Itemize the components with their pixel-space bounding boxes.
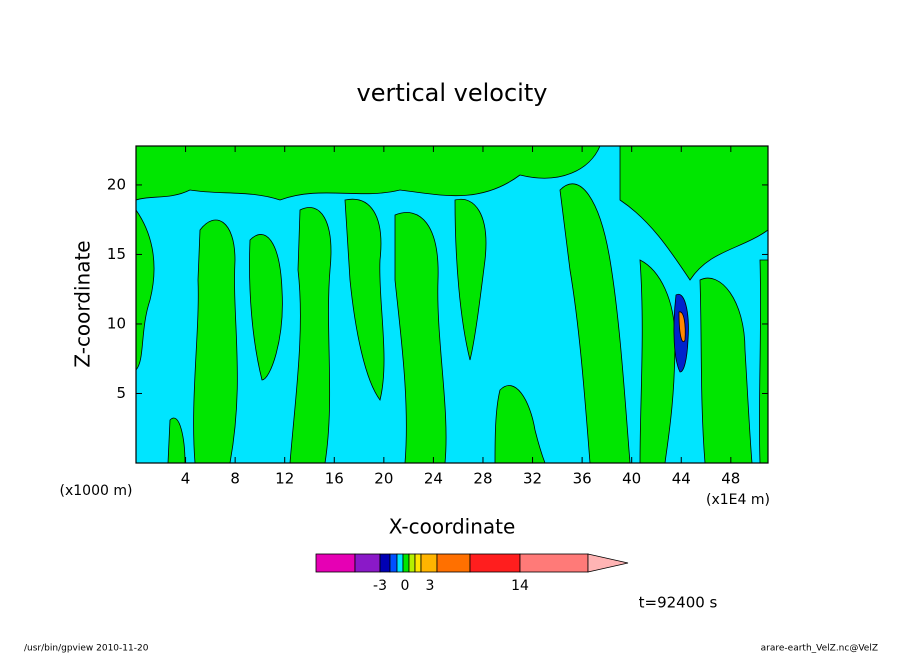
x-tick-label: 28 <box>473 470 492 488</box>
colorbar <box>315 553 629 573</box>
chart-title: vertical velocity <box>357 79 548 107</box>
x-unit-label: (x1E4 m) <box>706 492 770 508</box>
x-tick-label: 24 <box>424 470 443 488</box>
footer-right: arare-earth_VelZ.nc@VelZ <box>761 644 878 654</box>
colorbar-tick-label: 3 <box>426 578 435 594</box>
contour-field <box>135 145 769 464</box>
time-label: t=92400 s <box>639 594 718 612</box>
y-tick-label: 5 <box>116 384 126 402</box>
x-tick-label: 44 <box>672 470 691 488</box>
footer-left: /usr/bin/gpview 2010-11-20 <box>24 644 149 654</box>
x-tick-label: 12 <box>275 470 294 488</box>
x-unit-label: (x1000 m) <box>60 483 133 499</box>
x-tick-label: 20 <box>374 470 393 488</box>
y-tick-label: 20 <box>107 175 126 193</box>
x-axis-title: X-coordinate <box>389 515 516 539</box>
x-tick-label: 36 <box>573 470 592 488</box>
x-tick-label: 32 <box>523 470 542 488</box>
x-tick-label: 48 <box>721 470 740 488</box>
x-tick-label: 16 <box>325 470 344 488</box>
colorbar-tick-label: 0 <box>401 578 410 594</box>
y-tick-label: 15 <box>107 245 126 263</box>
y-tick-label: 10 <box>107 314 126 332</box>
colorbar-tick-label: -3 <box>373 578 387 594</box>
plot-frame <box>135 145 769 464</box>
x-tick-label: 40 <box>622 470 641 488</box>
x-tick-label: 4 <box>181 470 191 488</box>
y-axis-title: Z-coordinate <box>71 240 95 367</box>
colorbar-tick-label: 14 <box>511 578 529 594</box>
positive-regions <box>135 145 769 464</box>
extreme-cell <box>673 293 689 373</box>
x-tick-label: 8 <box>230 470 240 488</box>
